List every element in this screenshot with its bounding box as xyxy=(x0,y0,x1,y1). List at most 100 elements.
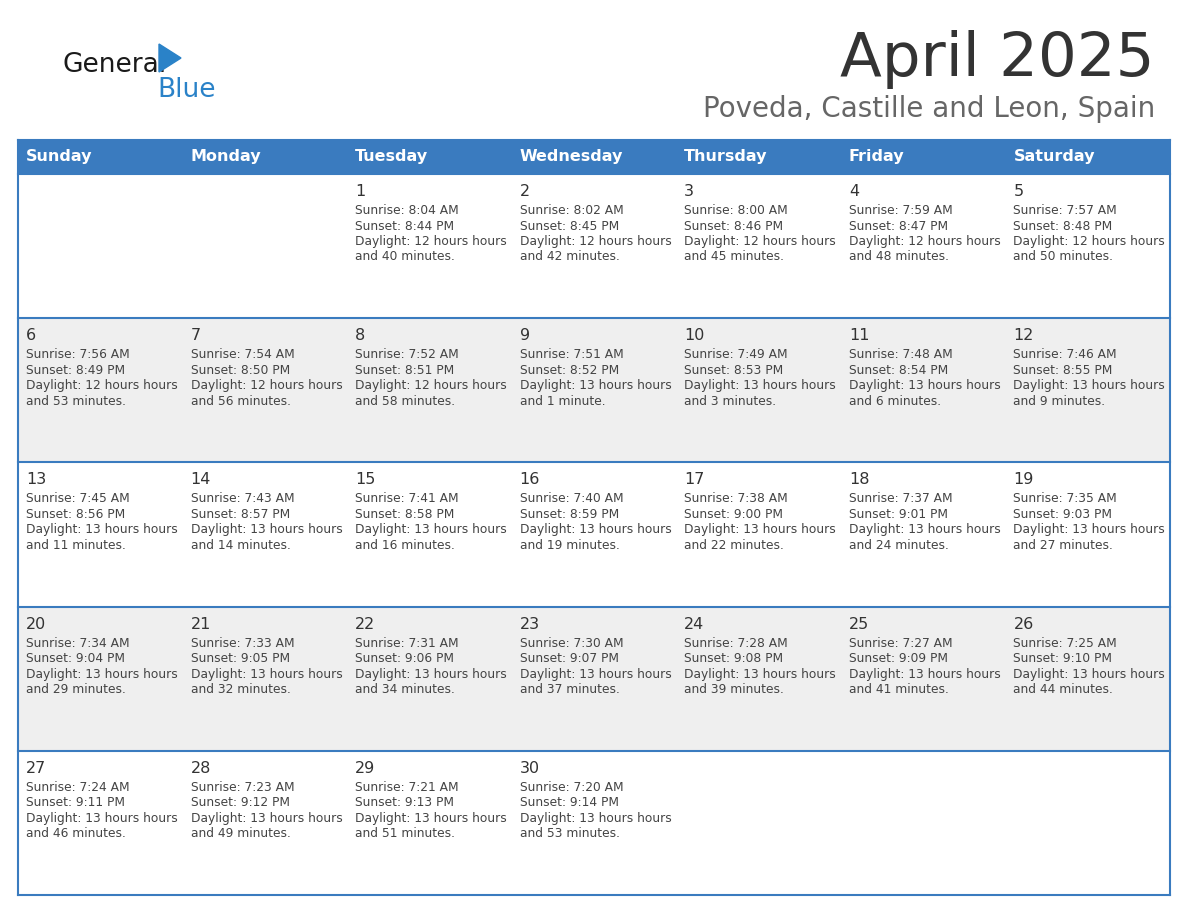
Text: Sunrise: 7:30 AM: Sunrise: 7:30 AM xyxy=(519,636,624,650)
Text: 28: 28 xyxy=(190,761,211,776)
Text: Sunset: 9:04 PM: Sunset: 9:04 PM xyxy=(26,652,125,666)
Text: Sunrise: 7:35 AM: Sunrise: 7:35 AM xyxy=(1013,492,1117,506)
Bar xyxy=(18,174,1170,319)
Bar xyxy=(18,140,1170,174)
Text: 22: 22 xyxy=(355,617,375,632)
Text: Daylight: 13 hours hours: Daylight: 13 hours hours xyxy=(1013,379,1165,392)
Text: Sunrise: 7:37 AM: Sunrise: 7:37 AM xyxy=(849,492,953,506)
Text: Sunset: 8:49 PM: Sunset: 8:49 PM xyxy=(26,364,125,376)
Text: Sunrise: 7:45 AM: Sunrise: 7:45 AM xyxy=(26,492,129,506)
Text: and 56 minutes.: and 56 minutes. xyxy=(190,395,291,408)
Text: Sunrise: 7:23 AM: Sunrise: 7:23 AM xyxy=(190,781,295,794)
Text: Sunset: 9:06 PM: Sunset: 9:06 PM xyxy=(355,652,454,666)
Text: Sunrise: 7:43 AM: Sunrise: 7:43 AM xyxy=(190,492,295,506)
Text: and 40 minutes.: and 40 minutes. xyxy=(355,251,455,263)
Text: Sunrise: 7:25 AM: Sunrise: 7:25 AM xyxy=(1013,636,1117,650)
Text: 30: 30 xyxy=(519,761,539,776)
Text: and 42 minutes.: and 42 minutes. xyxy=(519,251,620,263)
Text: Sunset: 8:56 PM: Sunset: 8:56 PM xyxy=(26,508,125,521)
Text: Sunrise: 7:48 AM: Sunrise: 7:48 AM xyxy=(849,348,953,361)
Text: Daylight: 13 hours hours: Daylight: 13 hours hours xyxy=(190,523,342,536)
Text: Thursday: Thursday xyxy=(684,150,767,164)
Text: 14: 14 xyxy=(190,473,211,487)
Text: Sunday: Sunday xyxy=(26,150,93,164)
Text: and 37 minutes.: and 37 minutes. xyxy=(519,683,620,696)
Bar xyxy=(18,463,1170,607)
Text: Daylight: 13 hours hours: Daylight: 13 hours hours xyxy=(684,667,836,680)
Text: 20: 20 xyxy=(26,617,46,632)
Text: Sunset: 9:09 PM: Sunset: 9:09 PM xyxy=(849,652,948,666)
Text: 12: 12 xyxy=(1013,329,1034,343)
Text: Daylight: 13 hours hours: Daylight: 13 hours hours xyxy=(355,523,507,536)
Text: Saturday: Saturday xyxy=(1013,150,1095,164)
Text: Sunset: 8:57 PM: Sunset: 8:57 PM xyxy=(190,508,290,521)
Text: Daylight: 13 hours hours: Daylight: 13 hours hours xyxy=(849,667,1000,680)
Text: and 24 minutes.: and 24 minutes. xyxy=(849,539,949,552)
Text: 17: 17 xyxy=(684,473,704,487)
Text: 16: 16 xyxy=(519,473,541,487)
Text: Sunrise: 7:24 AM: Sunrise: 7:24 AM xyxy=(26,781,129,794)
Text: Daylight: 12 hours hours: Daylight: 12 hours hours xyxy=(684,235,836,248)
Text: Daylight: 13 hours hours: Daylight: 13 hours hours xyxy=(849,379,1000,392)
Text: 23: 23 xyxy=(519,617,539,632)
Text: 13: 13 xyxy=(26,473,46,487)
Text: and 6 minutes.: and 6 minutes. xyxy=(849,395,941,408)
Text: and 1 minute.: and 1 minute. xyxy=(519,395,606,408)
Text: 9: 9 xyxy=(519,329,530,343)
Text: Sunset: 8:58 PM: Sunset: 8:58 PM xyxy=(355,508,455,521)
Text: Sunset: 9:13 PM: Sunset: 9:13 PM xyxy=(355,796,454,810)
Text: and 32 minutes.: and 32 minutes. xyxy=(190,683,290,696)
Text: Sunset: 9:03 PM: Sunset: 9:03 PM xyxy=(1013,508,1112,521)
Text: Daylight: 12 hours hours: Daylight: 12 hours hours xyxy=(849,235,1000,248)
Text: Sunset: 8:46 PM: Sunset: 8:46 PM xyxy=(684,219,783,232)
Text: Sunrise: 8:04 AM: Sunrise: 8:04 AM xyxy=(355,204,459,217)
Text: Daylight: 13 hours hours: Daylight: 13 hours hours xyxy=(684,523,836,536)
Text: Sunset: 8:45 PM: Sunset: 8:45 PM xyxy=(519,219,619,232)
Text: Sunrise: 7:40 AM: Sunrise: 7:40 AM xyxy=(519,492,624,506)
Text: Daylight: 12 hours hours: Daylight: 12 hours hours xyxy=(26,379,178,392)
Text: Daylight: 13 hours hours: Daylight: 13 hours hours xyxy=(519,812,671,824)
Text: 2: 2 xyxy=(519,184,530,199)
Text: Sunrise: 7:34 AM: Sunrise: 7:34 AM xyxy=(26,636,129,650)
Text: Blue: Blue xyxy=(157,77,215,103)
Text: Daylight: 12 hours hours: Daylight: 12 hours hours xyxy=(355,235,507,248)
Text: Sunrise: 7:33 AM: Sunrise: 7:33 AM xyxy=(190,636,295,650)
Text: Sunset: 9:07 PM: Sunset: 9:07 PM xyxy=(519,652,619,666)
Text: Daylight: 13 hours hours: Daylight: 13 hours hours xyxy=(190,667,342,680)
Text: 4: 4 xyxy=(849,184,859,199)
Text: Daylight: 13 hours hours: Daylight: 13 hours hours xyxy=(1013,523,1165,536)
Text: 5: 5 xyxy=(1013,184,1024,199)
Text: Sunset: 9:14 PM: Sunset: 9:14 PM xyxy=(519,796,619,810)
Text: and 53 minutes.: and 53 minutes. xyxy=(519,827,620,840)
Text: and 19 minutes.: and 19 minutes. xyxy=(519,539,620,552)
Text: Sunrise: 7:51 AM: Sunrise: 7:51 AM xyxy=(519,348,624,361)
Text: Sunrise: 7:28 AM: Sunrise: 7:28 AM xyxy=(684,636,788,650)
Text: and 3 minutes.: and 3 minutes. xyxy=(684,395,777,408)
Text: Daylight: 13 hours hours: Daylight: 13 hours hours xyxy=(26,523,178,536)
Text: Sunset: 9:08 PM: Sunset: 9:08 PM xyxy=(684,652,783,666)
Text: 26: 26 xyxy=(1013,617,1034,632)
Text: Sunset: 9:00 PM: Sunset: 9:00 PM xyxy=(684,508,783,521)
Text: Daylight: 12 hours hours: Daylight: 12 hours hours xyxy=(355,379,507,392)
Text: Tuesday: Tuesday xyxy=(355,150,428,164)
Text: Sunset: 8:53 PM: Sunset: 8:53 PM xyxy=(684,364,784,376)
Text: 24: 24 xyxy=(684,617,704,632)
Text: 8: 8 xyxy=(355,329,366,343)
Text: Monday: Monday xyxy=(190,150,261,164)
Text: 6: 6 xyxy=(26,329,36,343)
Text: and 34 minutes.: and 34 minutes. xyxy=(355,683,455,696)
Text: Sunset: 8:52 PM: Sunset: 8:52 PM xyxy=(519,364,619,376)
Text: 19: 19 xyxy=(1013,473,1034,487)
Text: 7: 7 xyxy=(190,329,201,343)
Text: Daylight: 13 hours hours: Daylight: 13 hours hours xyxy=(355,812,507,824)
Text: 21: 21 xyxy=(190,617,211,632)
Text: Sunrise: 7:59 AM: Sunrise: 7:59 AM xyxy=(849,204,953,217)
Text: Daylight: 13 hours hours: Daylight: 13 hours hours xyxy=(355,667,507,680)
Text: Daylight: 12 hours hours: Daylight: 12 hours hours xyxy=(1013,235,1165,248)
Text: Sunrise: 7:27 AM: Sunrise: 7:27 AM xyxy=(849,636,953,650)
Text: Sunrise: 7:52 AM: Sunrise: 7:52 AM xyxy=(355,348,459,361)
Text: Sunset: 9:11 PM: Sunset: 9:11 PM xyxy=(26,796,125,810)
Bar xyxy=(18,751,1170,895)
Text: Sunrise: 7:49 AM: Sunrise: 7:49 AM xyxy=(684,348,788,361)
Text: Sunset: 9:10 PM: Sunset: 9:10 PM xyxy=(1013,652,1112,666)
